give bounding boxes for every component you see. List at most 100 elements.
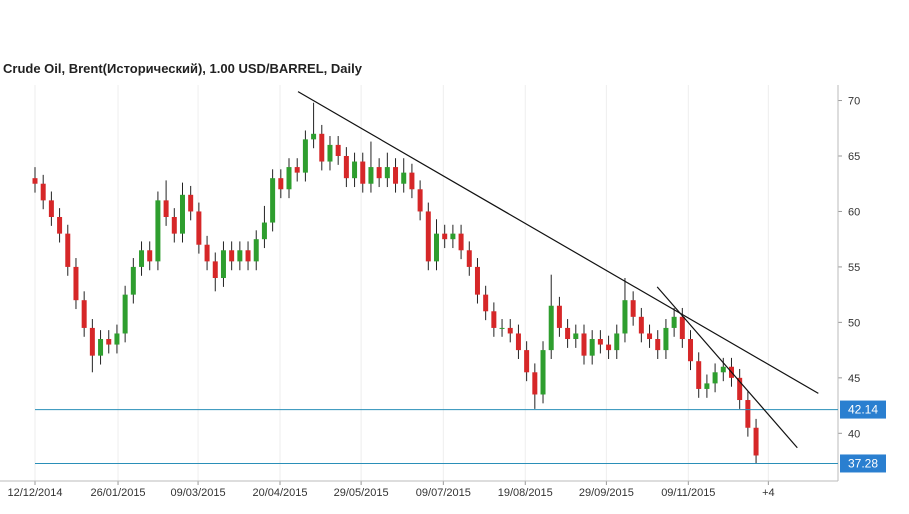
chart-title: Crude Oil, Brent(Исторический), 1.00 USD…	[3, 61, 363, 76]
candle-body	[696, 361, 702, 389]
candle-body	[401, 172, 407, 184]
candle-body	[376, 167, 382, 179]
candle-body	[245, 250, 251, 262]
candle-body	[532, 372, 538, 395]
candle-body	[220, 250, 226, 279]
candle-body	[278, 178, 284, 190]
candle-body	[40, 183, 46, 201]
candle-body	[196, 211, 202, 245]
candle-body	[647, 333, 653, 340]
candle-body	[393, 167, 399, 184]
y-tick-label: 40	[848, 428, 860, 440]
trend-line	[656, 286, 798, 449]
candle-body	[630, 300, 636, 317]
x-tick-label: 29/05/2015	[334, 487, 389, 499]
candle-body	[122, 294, 128, 334]
y-tick-label: 55	[848, 262, 860, 274]
candle-body	[417, 189, 423, 212]
candle-body	[688, 339, 694, 362]
candle-body	[663, 327, 669, 351]
candle-body	[753, 427, 759, 456]
candle-body	[171, 217, 177, 234]
level-label-box	[840, 400, 886, 419]
level-label-box	[840, 454, 886, 473]
x-tick-label: 29/09/2015	[579, 487, 634, 499]
candle-body	[237, 250, 243, 262]
candle-body	[130, 266, 136, 295]
candle-body	[384, 167, 390, 179]
candle-body	[352, 161, 358, 179]
candle-body	[57, 217, 63, 234]
y-tick-label: 70	[848, 96, 860, 108]
candle-body	[73, 266, 79, 301]
candle-body	[450, 233, 456, 240]
candle-body	[81, 300, 87, 328]
candle-body	[114, 333, 120, 345]
candle-body	[147, 250, 153, 262]
candle-body	[343, 155, 349, 179]
candle-body	[368, 167, 374, 184]
candle-body	[302, 139, 308, 173]
candle-body	[671, 316, 677, 328]
candle-body	[499, 327, 505, 329]
x-tick-label: 19/08/2015	[498, 487, 553, 499]
candle-body	[638, 316, 644, 334]
trend-line	[297, 91, 819, 394]
candle-body	[319, 133, 325, 162]
candle-body	[474, 266, 480, 295]
candle-body	[434, 233, 439, 262]
candle-body	[425, 211, 431, 262]
candle-body	[163, 200, 169, 217]
candle-body	[483, 294, 489, 312]
candle-body	[614, 333, 620, 351]
candle-body	[65, 233, 71, 267]
x-tick-label: 12/12/2014	[7, 487, 62, 499]
candle-body	[737, 377, 743, 401]
candle-body	[89, 327, 95, 356]
candle-body	[589, 339, 595, 356]
candle-body	[253, 239, 259, 262]
candle-body	[179, 194, 185, 234]
y-tick-label: 50	[848, 317, 860, 329]
candle-body	[139, 250, 145, 267]
candle-body	[286, 167, 292, 190]
candle-body	[311, 133, 317, 140]
candle-body	[704, 383, 710, 389]
candle-body	[540, 350, 546, 395]
candle-body	[565, 327, 571, 340]
candle-body	[229, 250, 235, 262]
candle-body	[524, 350, 530, 373]
y-tick-label: 60	[848, 206, 860, 218]
candle-body	[270, 178, 276, 223]
candle-body	[48, 200, 54, 217]
candle-body	[327, 144, 333, 162]
candle-body	[507, 327, 513, 334]
candle-body	[597, 339, 603, 345]
candle-body	[491, 311, 497, 328]
y-tick-label: 45	[848, 373, 860, 385]
candle-body	[515, 333, 521, 351]
x-tick-label: 09/07/2015	[416, 487, 471, 499]
candle-body	[720, 366, 726, 373]
candle-body	[679, 316, 685, 340]
candle-body	[548, 305, 554, 351]
x-tick-label: +4	[762, 487, 775, 499]
candle-body	[581, 333, 587, 356]
candle-body	[458, 233, 464, 251]
candle-body	[622, 300, 628, 334]
candle-body	[335, 144, 341, 156]
x-tick-label: 26/01/2015	[91, 487, 146, 499]
level-label: 42.14	[848, 403, 878, 417]
candle-body	[261, 222, 267, 240]
candle-body	[212, 261, 218, 279]
candle-body	[409, 172, 415, 190]
candle-body	[155, 200, 161, 262]
candle-body	[655, 339, 661, 351]
candle-body	[360, 161, 366, 184]
x-tick-label: 20/04/2015	[252, 487, 307, 499]
candle-body	[188, 194, 194, 212]
candle-body	[745, 400, 751, 428]
y-tick-label: 65	[848, 151, 860, 163]
candle-body	[32, 178, 38, 184]
